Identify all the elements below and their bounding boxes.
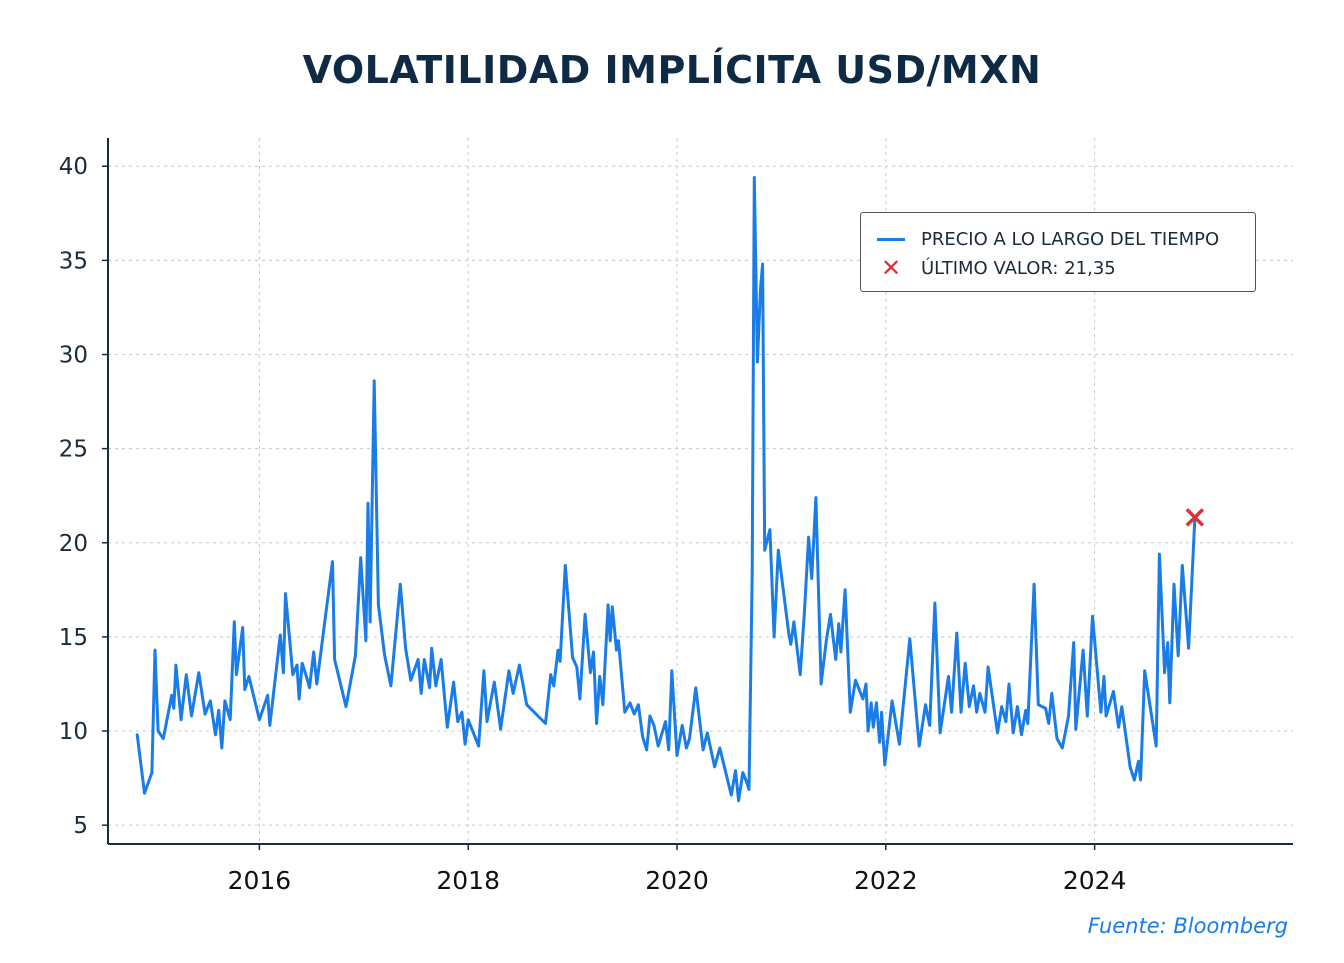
y-tick-label: 25 <box>59 437 88 463</box>
legend-line-icon <box>875 226 907 252</box>
y-tick-label: 35 <box>59 248 88 274</box>
legend-item-series: PRECIO A LO LARGO DEL TIEMPO <box>875 226 1219 252</box>
y-tick-label: 40 <box>59 154 88 180</box>
y-tick-label: 10 <box>59 719 88 745</box>
last-value-marker-stroke <box>1185 508 1205 527</box>
y-tick-label: 20 <box>59 531 88 557</box>
x-tick-label: 2016 <box>228 866 292 895</box>
y-tick-label: 15 <box>59 625 88 651</box>
source-note: Fuente: Bloomberg <box>1087 914 1288 938</box>
legend-series-label: PRECIO A LO LARGO DEL TIEMPO <box>921 228 1220 250</box>
x-tick-label: 2018 <box>436 866 500 895</box>
last-value-marker <box>1185 508 1205 527</box>
chart-title: VOLATILIDAD IMPLÍCITA USD/MXN <box>302 48 1042 92</box>
legend-x-marker-icon: ✕ <box>880 254 902 282</box>
y-tick-label: 5 <box>73 813 88 839</box>
legend: PRECIO A LO LARGO DEL TIEMPO ✕ ÚLTIMO VA… <box>860 212 1256 292</box>
series-line <box>135 176 1197 803</box>
legend-item-last-value: ✕ ÚLTIMO VALOR: 21,35 <box>875 254 1116 282</box>
x-tick-label: 2022 <box>854 866 918 895</box>
legend-last-label: ÚLTIMO VALOR: 21,35 <box>921 257 1116 279</box>
x-tick-label: 2024 <box>1063 866 1127 895</box>
y-tick-label: 30 <box>59 343 88 369</box>
x-tick-label: 2020 <box>645 866 709 895</box>
